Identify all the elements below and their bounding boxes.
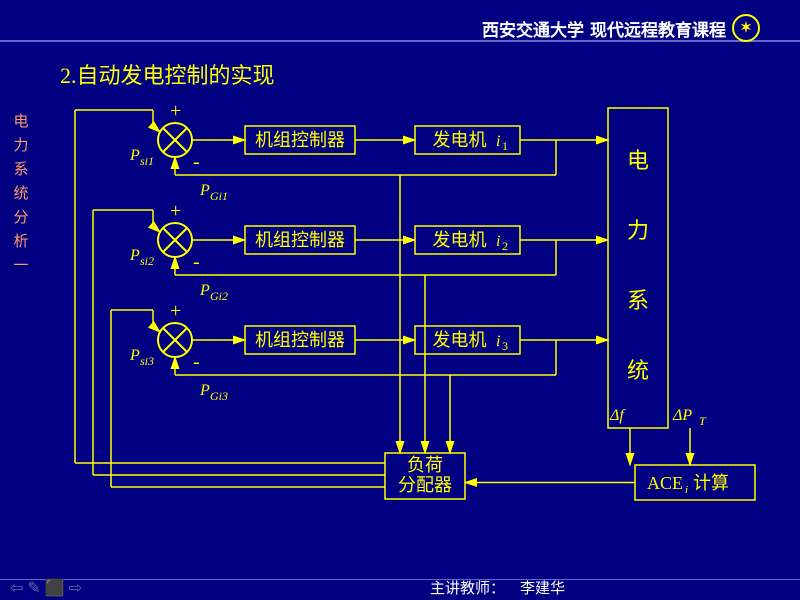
logo-icon: ✶ bbox=[732, 14, 760, 42]
nav-icons[interactable]: ⇦ ✎ ⬛ ⇨ bbox=[10, 578, 82, 598]
svg-text:Gi1: Gi1 bbox=[210, 189, 228, 203]
svg-text:力: 力 bbox=[627, 218, 649, 243]
svg-text:2: 2 bbox=[502, 239, 508, 253]
svg-text:P: P bbox=[129, 247, 140, 264]
svg-text:Gi2: Gi2 bbox=[210, 289, 228, 303]
svg-text:i: i bbox=[496, 333, 500, 350]
svg-text:发电机: 发电机 bbox=[433, 330, 487, 350]
header-course: 现代远程教育课程 bbox=[590, 16, 726, 41]
svg-text:si2: si2 bbox=[140, 254, 154, 268]
svg-text:P: P bbox=[199, 282, 210, 299]
header: 西安交通大学 现代远程教育课程 ✶ bbox=[482, 14, 760, 42]
footer: 主讲教师： 李建华 bbox=[430, 577, 565, 598]
svg-text:-: - bbox=[193, 351, 200, 373]
svg-text:P: P bbox=[129, 347, 140, 364]
svg-text:电: 电 bbox=[627, 148, 649, 173]
svg-text:系: 系 bbox=[627, 288, 649, 313]
svg-text:T: T bbox=[699, 414, 707, 428]
svg-text:-: - bbox=[193, 251, 200, 273]
svg-text:P: P bbox=[129, 147, 140, 164]
svg-text:ΔP: ΔP bbox=[672, 407, 692, 424]
svg-text:发电机: 发电机 bbox=[433, 230, 487, 250]
svg-text:机组控制器: 机组控制器 bbox=[255, 330, 345, 350]
svg-text:发电机: 发电机 bbox=[433, 130, 487, 150]
slide-title: 2.自动发电控制的实现 bbox=[60, 58, 275, 90]
svg-text:P: P bbox=[199, 382, 210, 399]
svg-text:1: 1 bbox=[502, 139, 508, 153]
svg-text:Δf: Δf bbox=[609, 407, 626, 424]
svg-text:-: - bbox=[193, 151, 200, 173]
svg-text:P: P bbox=[199, 182, 210, 199]
svg-text:统: 统 bbox=[627, 358, 649, 383]
svg-text:机组控制器: 机组控制器 bbox=[255, 130, 345, 150]
svg-text:计算: 计算 bbox=[693, 473, 729, 493]
svg-text:机组控制器: 机组控制器 bbox=[255, 230, 345, 250]
svg-text:+: + bbox=[170, 300, 181, 322]
header-org: 西安交通大学 bbox=[482, 16, 584, 41]
sidebar-title: 电 力 系 统 分 析 一 bbox=[12, 110, 30, 278]
svg-text:+: + bbox=[170, 200, 181, 222]
svg-text:si3: si3 bbox=[140, 354, 154, 368]
svg-text:Gi3: Gi3 bbox=[210, 389, 228, 403]
divider-bottom bbox=[0, 579, 800, 580]
svg-text:ACE: ACE bbox=[647, 473, 683, 493]
svg-text:i: i bbox=[496, 233, 500, 250]
footer-label: 主讲教师： bbox=[430, 581, 505, 597]
svg-text:负荷: 负荷 bbox=[407, 455, 443, 475]
svg-text:si1: si1 bbox=[140, 154, 154, 168]
svg-text:分配器: 分配器 bbox=[398, 475, 452, 495]
svg-text:3: 3 bbox=[502, 339, 508, 353]
svg-text:i: i bbox=[685, 484, 688, 496]
footer-name: 李建华 bbox=[520, 581, 565, 597]
svg-text:+: + bbox=[170, 100, 181, 122]
block-diagram: 电力系统ΔfΔPTACEi 计算负荷分配器+-Psi1PGi1机组控制器发电机i… bbox=[55, 90, 775, 560]
svg-text:i: i bbox=[496, 133, 500, 150]
